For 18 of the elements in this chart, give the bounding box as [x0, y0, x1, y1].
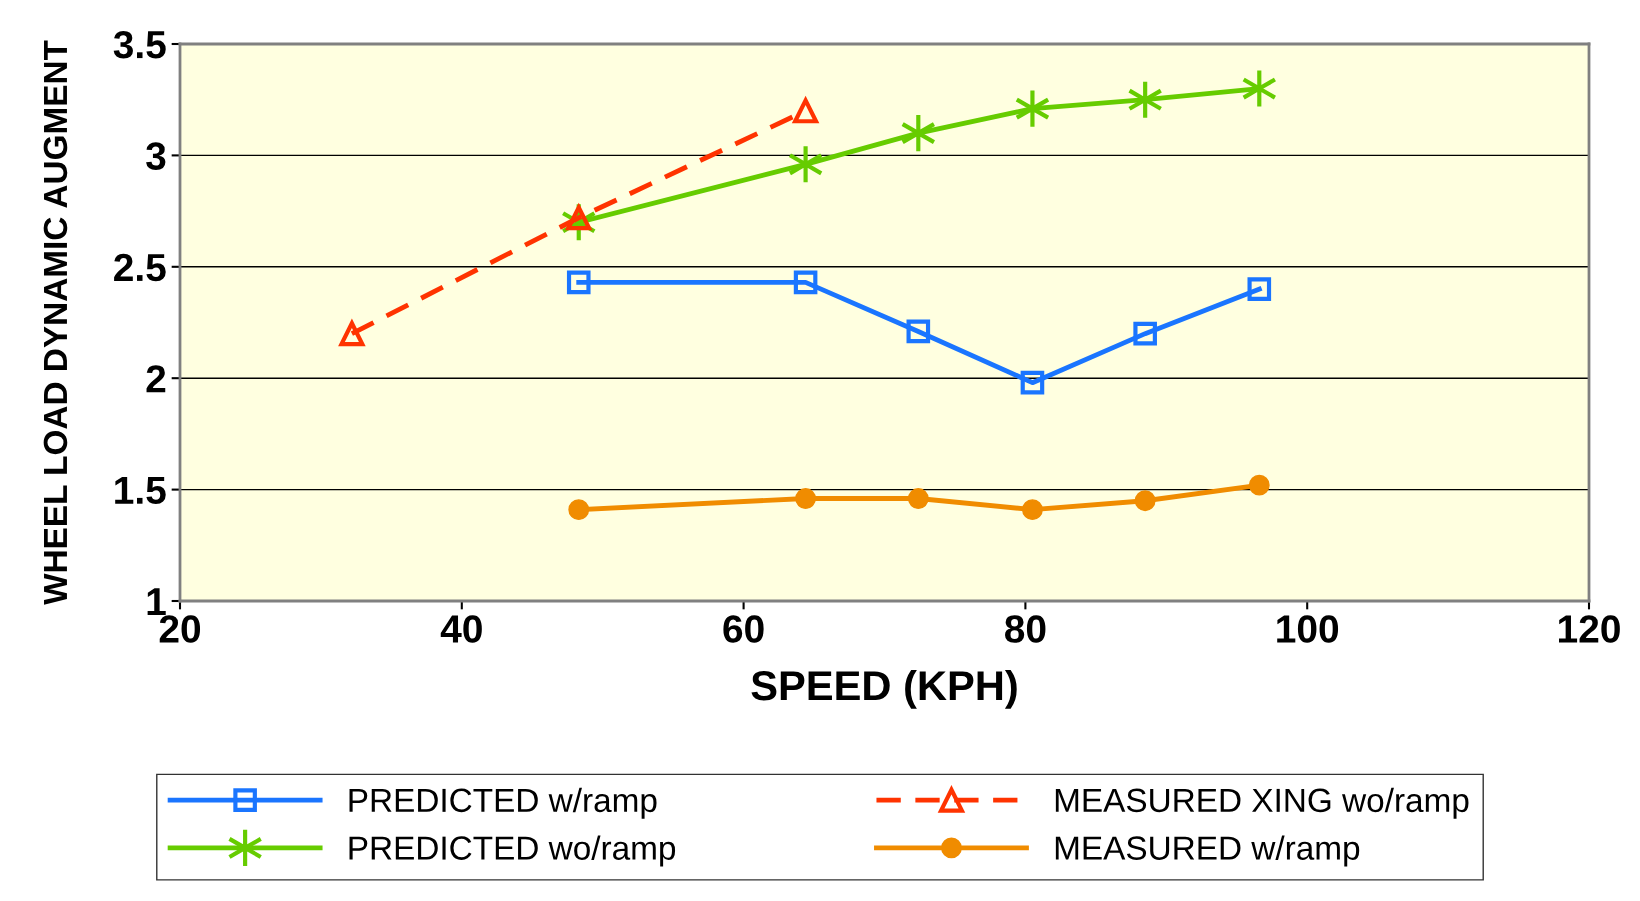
y-axis-title: WHEEL LOAD DYNAMIC AUGMENT	[43, 40, 68, 605]
y-tick-label: 3	[146, 142, 166, 170]
x-tick-label: 80	[1005, 615, 1046, 643]
legend-label: MEASURED w/ramp	[1055, 835, 1360, 867]
y-tick-label: 2.5	[114, 253, 166, 282]
legend-label: MEASURED XING wo/ramp	[1055, 787, 1469, 819]
y-tick-label: 2	[146, 365, 166, 393]
y-tick-label: 1.5	[115, 476, 166, 505]
x-tick-label: 20	[159, 615, 201, 643]
y-tick-label: 1	[147, 588, 166, 616]
x-tick-label: 40	[440, 615, 482, 643]
legend-label: PREDICTED w/ramp	[349, 787, 657, 819]
x-axis-title: SPEED (KPH)	[751, 669, 1017, 709]
x-tick-label: 60	[723, 615, 764, 643]
x-tick-label: 120	[1559, 615, 1620, 643]
legend-label: PREDICTED wo/ramp	[349, 835, 676, 867]
x-tick-label: 100	[1277, 615, 1339, 643]
y-tick-label: 3.5	[113, 30, 166, 59]
